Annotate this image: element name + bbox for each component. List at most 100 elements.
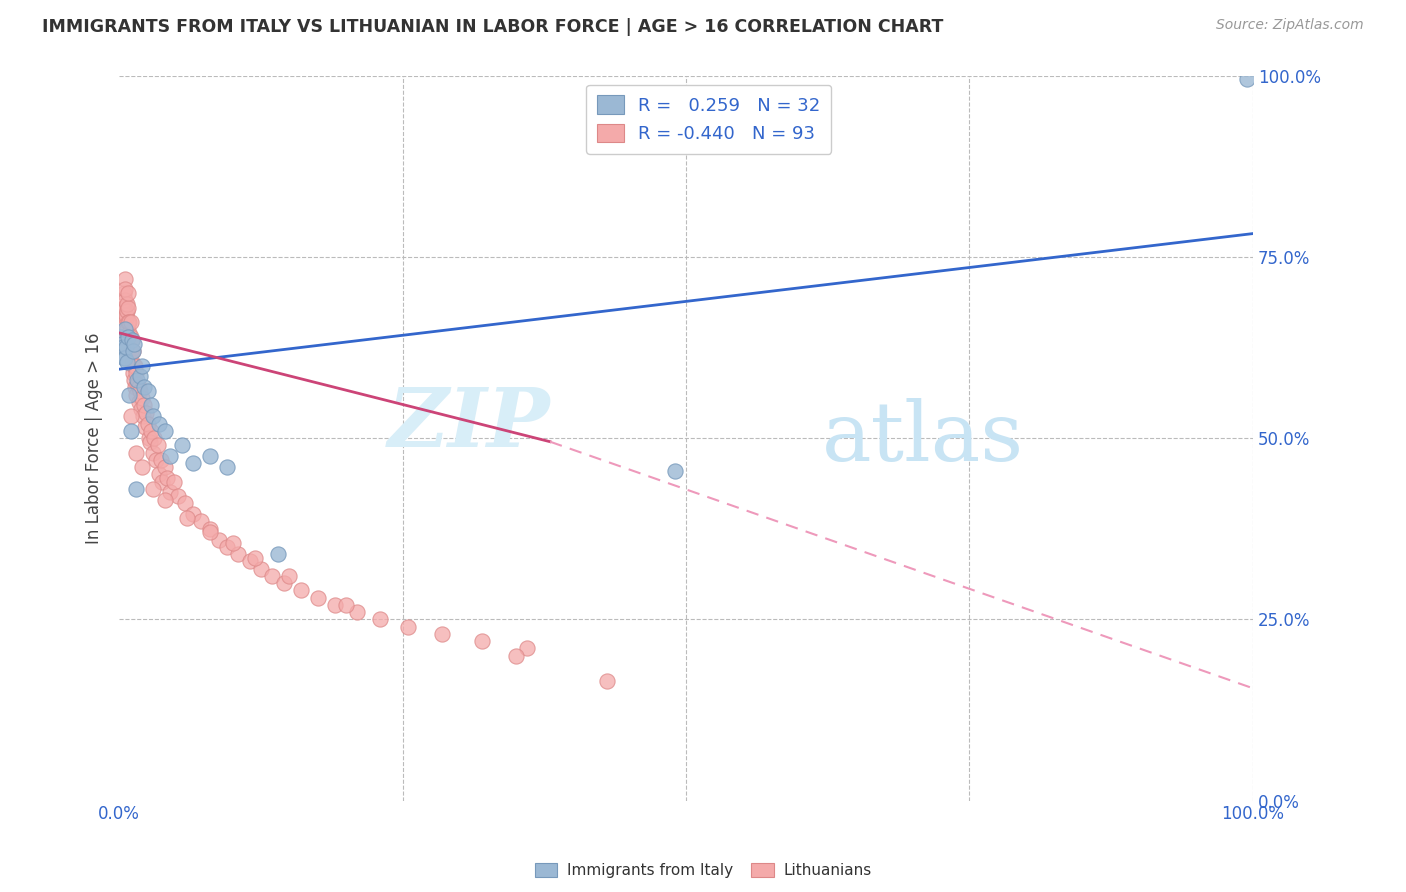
- Point: [122, 373, 145, 387]
- Point: [505, 648, 527, 663]
- Point: [278, 569, 301, 583]
- Point: [117, 315, 139, 329]
- Point: [112, 351, 135, 366]
- Point: [262, 569, 284, 583]
- Point: [221, 536, 243, 550]
- Point: [134, 380, 156, 394]
- Point: [117, 301, 139, 315]
- Point: [115, 304, 138, 318]
- Point: [432, 627, 454, 641]
- Point: [124, 359, 146, 373]
- Point: [115, 355, 138, 369]
- Point: [153, 460, 176, 475]
- Point: [290, 583, 312, 598]
- Point: [117, 329, 139, 343]
- Point: [112, 301, 135, 315]
- Point: [142, 482, 165, 496]
- Point: [115, 340, 138, 354]
- Point: [307, 591, 329, 605]
- Point: [111, 315, 134, 329]
- Point: [215, 540, 238, 554]
- Point: [146, 438, 169, 452]
- Point: [516, 641, 538, 656]
- Point: [110, 329, 132, 343]
- Point: [132, 409, 155, 424]
- Point: [121, 355, 143, 369]
- Point: [323, 598, 346, 612]
- Point: [125, 387, 148, 401]
- Point: [596, 673, 619, 688]
- Point: [120, 315, 142, 329]
- Point: [111, 340, 134, 354]
- Point: [145, 452, 167, 467]
- Point: [174, 496, 197, 510]
- Text: ZIP: ZIP: [388, 384, 550, 464]
- Point: [110, 329, 132, 343]
- Point: [198, 449, 221, 463]
- Point: [122, 359, 145, 373]
- Point: [198, 525, 221, 540]
- Point: [153, 424, 176, 438]
- Point: [110, 322, 132, 336]
- Point: [150, 452, 173, 467]
- Point: [121, 333, 143, 347]
- Point: [124, 380, 146, 394]
- Point: [176, 511, 198, 525]
- Point: [267, 547, 290, 561]
- Point: [122, 366, 145, 380]
- Point: [136, 384, 159, 398]
- Point: [198, 522, 221, 536]
- Point: [131, 391, 153, 405]
- Point: [167, 489, 190, 503]
- Point: [128, 380, 150, 394]
- Text: IMMIGRANTS FROM ITALY VS LITHUANIAN IN LABOR FORCE | AGE > 16 CORRELATION CHART: IMMIGRANTS FROM ITALY VS LITHUANIAN IN L…: [42, 18, 943, 36]
- Point: [156, 471, 179, 485]
- Point: [122, 344, 145, 359]
- Point: [159, 449, 181, 463]
- Y-axis label: In Labor Force | Age > 16: In Labor Force | Age > 16: [86, 333, 103, 544]
- Point: [122, 336, 145, 351]
- Point: [131, 460, 153, 475]
- Point: [120, 424, 142, 438]
- Point: [181, 457, 204, 471]
- Point: [115, 297, 138, 311]
- Point: [121, 333, 143, 347]
- Point: [131, 359, 153, 373]
- Point: [335, 598, 357, 612]
- Point: [125, 445, 148, 459]
- Point: [122, 344, 145, 359]
- Point: [368, 612, 391, 626]
- Point: [346, 605, 368, 619]
- Legend: R =   0.259   N = 32, R = -0.440   N = 93: R = 0.259 N = 32, R = -0.440 N = 93: [586, 85, 831, 154]
- Point: [118, 315, 141, 329]
- Point: [114, 282, 136, 296]
- Point: [138, 431, 160, 445]
- Point: [125, 366, 148, 380]
- Point: [125, 482, 148, 496]
- Point: [226, 547, 249, 561]
- Point: [115, 311, 138, 326]
- Point: [127, 373, 149, 387]
- Point: [664, 464, 686, 478]
- Point: [114, 293, 136, 308]
- Point: [139, 424, 162, 438]
- Point: [250, 561, 273, 575]
- Point: [114, 271, 136, 285]
- Point: [118, 387, 141, 401]
- Point: [215, 460, 238, 475]
- Point: [120, 329, 142, 343]
- Text: Source: ZipAtlas.com: Source: ZipAtlas.com: [1216, 18, 1364, 32]
- Point: [136, 417, 159, 431]
- Point: [114, 322, 136, 336]
- Point: [150, 475, 173, 489]
- Point: [115, 308, 138, 322]
- Point: [471, 634, 494, 648]
- Point: [139, 434, 162, 449]
- Point: [273, 576, 295, 591]
- Point: [115, 322, 138, 336]
- Point: [111, 301, 134, 315]
- Point: [139, 399, 162, 413]
- Point: [396, 619, 419, 633]
- Point: [153, 492, 176, 507]
- Legend: Immigrants from Italy, Lithuanians: Immigrants from Italy, Lithuanians: [529, 857, 877, 884]
